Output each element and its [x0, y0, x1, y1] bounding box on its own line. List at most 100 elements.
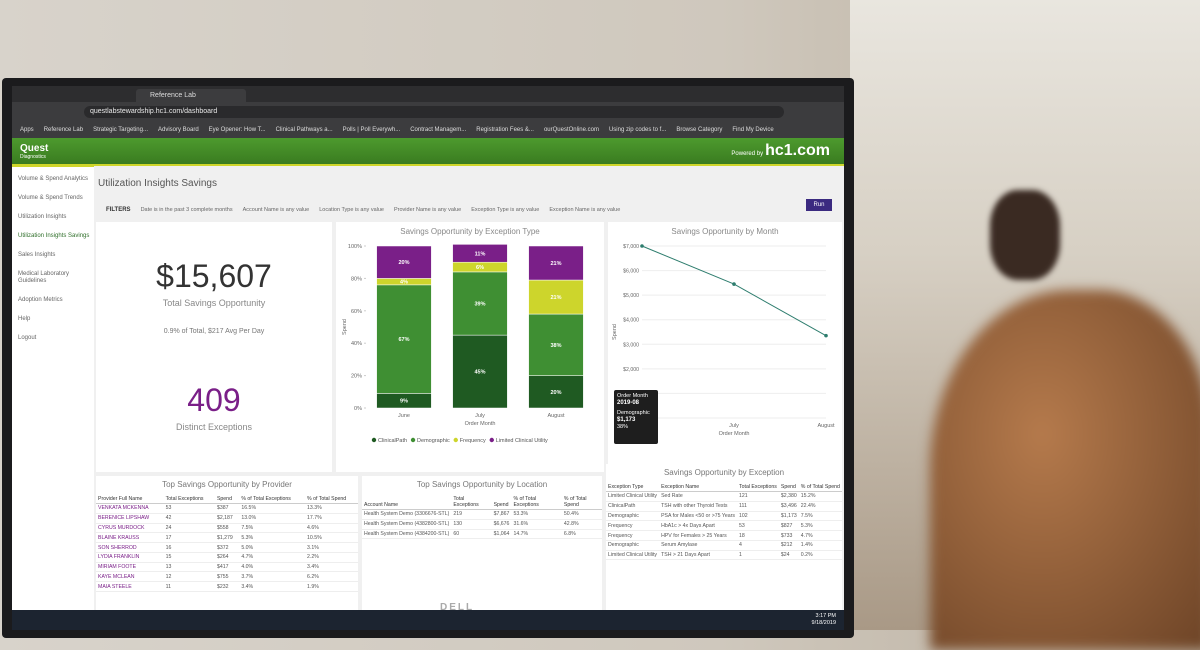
filter-item[interactable]: Exception Type is any value [471, 207, 540, 213]
cell: 10.5% [305, 532, 358, 544]
filter-item[interactable]: Date is in the past 3 complete months [140, 207, 233, 213]
cell: VENKATA MCKENNA [96, 503, 164, 514]
y-tick-label: $6,000 [623, 269, 639, 275]
table-title: Top Savings Opportunity by Provider [162, 480, 292, 489]
nav-item[interactable]: Utilization Insights [18, 214, 67, 220]
y-axis-label: Spend [612, 324, 618, 340]
column-header: Account Name [362, 495, 452, 510]
legend-swatch [410, 437, 416, 443]
column-header: Exception Type [606, 483, 660, 492]
table-row: SON SHERROD 16 $372 5.0% 3.1% [96, 542, 358, 553]
cell: 3.4% [239, 581, 306, 593]
bar-segment [452, 271, 508, 336]
tooltip-percent: 38% [617, 424, 629, 430]
filter-item[interactable]: Provider Name is any value [393, 207, 462, 213]
cell: $558 [214, 523, 240, 534]
legend-swatch [453, 437, 458, 443]
cell: $372 [214, 542, 240, 553]
value-label: 45% [474, 370, 485, 376]
y-tick-label: 60% [351, 309, 362, 315]
bookmark[interactable]: Advisory Board [157, 127, 199, 133]
nav-item[interactable]: Medical Laboratory Guidelines [18, 271, 70, 284]
nav-item[interactable]: Utilization Insights Savings [18, 233, 90, 239]
bookmark[interactable]: ourQuestOnline.com [543, 127, 599, 133]
bookmark[interactable]: Eye Opener: How T... [208, 127, 266, 133]
nav-item[interactable]: Sales Insights [18, 252, 56, 258]
nav-item[interactable]: Volume & Spend Analytics [18, 176, 89, 182]
cell: 5.3% [798, 520, 842, 532]
cell: LYDIA FRANKLIN [96, 552, 164, 563]
bookmark[interactable]: Browse Category [676, 127, 723, 133]
x-tick-label: August [547, 413, 565, 419]
cell: 11 [163, 581, 215, 593]
table-row: ClinicalPath TSH with other Thyroid Tests… [606, 501, 842, 512]
cell: 53 [163, 503, 215, 514]
column-header: Total Exceptions [737, 483, 779, 492]
bookmark[interactable]: Registration Fees &... [476, 127, 534, 133]
bookmark[interactable]: Find My Device [732, 127, 774, 133]
cell: 1.9% [305, 581, 358, 593]
legend-swatch [489, 437, 494, 443]
cell: 13.3% [305, 503, 358, 514]
nav-item[interactable]: Adoption Metrics [18, 297, 63, 303]
cell: $1,064 [491, 529, 512, 540]
nav-item[interactable]: Volume & Spend Trends [18, 195, 83, 201]
run-button[interactable]: Run [806, 199, 832, 211]
nav-item[interactable]: Help [18, 316, 31, 322]
filter-item[interactable]: Account Name is any value [242, 207, 310, 213]
table: Provider Full Name Total Exceptions Spend%… [96, 495, 358, 593]
bookmark[interactable]: Reference Lab [43, 127, 84, 133]
app-header: Quest Diagnostics Powered by hc1.com [12, 138, 844, 167]
cell: $1,173 [778, 511, 799, 522]
nav-item[interactable]: Logout [18, 335, 37, 341]
kpi-panel: $15,607 Total Savings Opportunity 0.9% o… [96, 222, 332, 472]
filter-item[interactable]: Exception Name is any value [549, 207, 621, 213]
cell: 4.7% [239, 552, 306, 563]
column-header: % of Total Spend [305, 495, 358, 504]
monitor-brand: DELL [440, 602, 475, 613]
bar-segment [452, 244, 508, 263]
cell: 12 [163, 571, 215, 583]
bookmark[interactable]: Polls | Poll Everywh... [342, 127, 401, 133]
value-label: 11% [475, 251, 486, 257]
powered-by: Powered by hc1.com [731, 142, 830, 160]
bar-segment [452, 334, 508, 409]
column-header: Spend [491, 495, 512, 510]
bookmark[interactable]: Strategic Targeting... [93, 127, 148, 133]
cell: $232 [214, 581, 240, 593]
bookmark[interactable]: Apps [20, 127, 34, 133]
x-axis-label: Order Month [719, 431, 750, 437]
line [641, 245, 827, 337]
kpi-label: Distinct Exceptions [175, 422, 253, 432]
legend-label: Limited Clinical Utility [496, 438, 548, 444]
table-row: Health System Demo (4384200-STL) 60 $1,064… [362, 529, 602, 540]
table-title: Savings Opportunity by Exception [663, 468, 785, 477]
table-row: Demographic Serum Amylase 4 $212 1.4% [606, 540, 842, 551]
cell: 31.6% [511, 519, 562, 530]
tooltip-date: 2019-08 [617, 400, 640, 406]
value-label: 6% [476, 265, 484, 271]
cell: 6.2% [305, 571, 358, 583]
provider-table: Top Savings Opportunity by Provider Provi… [96, 476, 358, 616]
cell: ClinicalPath [606, 501, 660, 512]
browser-tab[interactable]: Reference Lab [136, 89, 246, 102]
filters-toggle[interactable]: FILTERS [106, 207, 131, 213]
cell: Frequency [606, 530, 660, 541]
table-row: BLAINE KRAUSS 17 $1,279 5.3% 10.5% [96, 532, 358, 544]
bookmark[interactable]: Clinical Pathways a... [275, 127, 333, 133]
cell: $1,279 [214, 532, 240, 544]
filter-item[interactable]: Location Type is any value [319, 207, 384, 213]
cell: Limited Clinical Utility [606, 550, 660, 561]
cell: HPV for Females > 25 Years [659, 530, 738, 541]
column-header: Exception Name [659, 483, 738, 492]
cell: 60 [451, 529, 492, 540]
logo-sub: Diagnostics [20, 154, 46, 160]
table-row: KAYE MCLEAN 12 $755 3.7% 6.2% [96, 571, 358, 583]
url[interactable]: questlabstewardship.hc1.com/dashboard [84, 106, 784, 118]
exception-table: Savings Opportunity by Exception Exceptio… [606, 464, 842, 616]
bookmark[interactable]: Using zip codes to f... [608, 127, 667, 133]
logo[interactable]: Quest Diagnostics [20, 143, 48, 160]
date: 9/18/2019 [811, 620, 836, 626]
dashboard: Utilization Insights Savings FILTERS Date… [94, 166, 844, 616]
bookmark[interactable]: Contract Managem... [410, 127, 467, 133]
